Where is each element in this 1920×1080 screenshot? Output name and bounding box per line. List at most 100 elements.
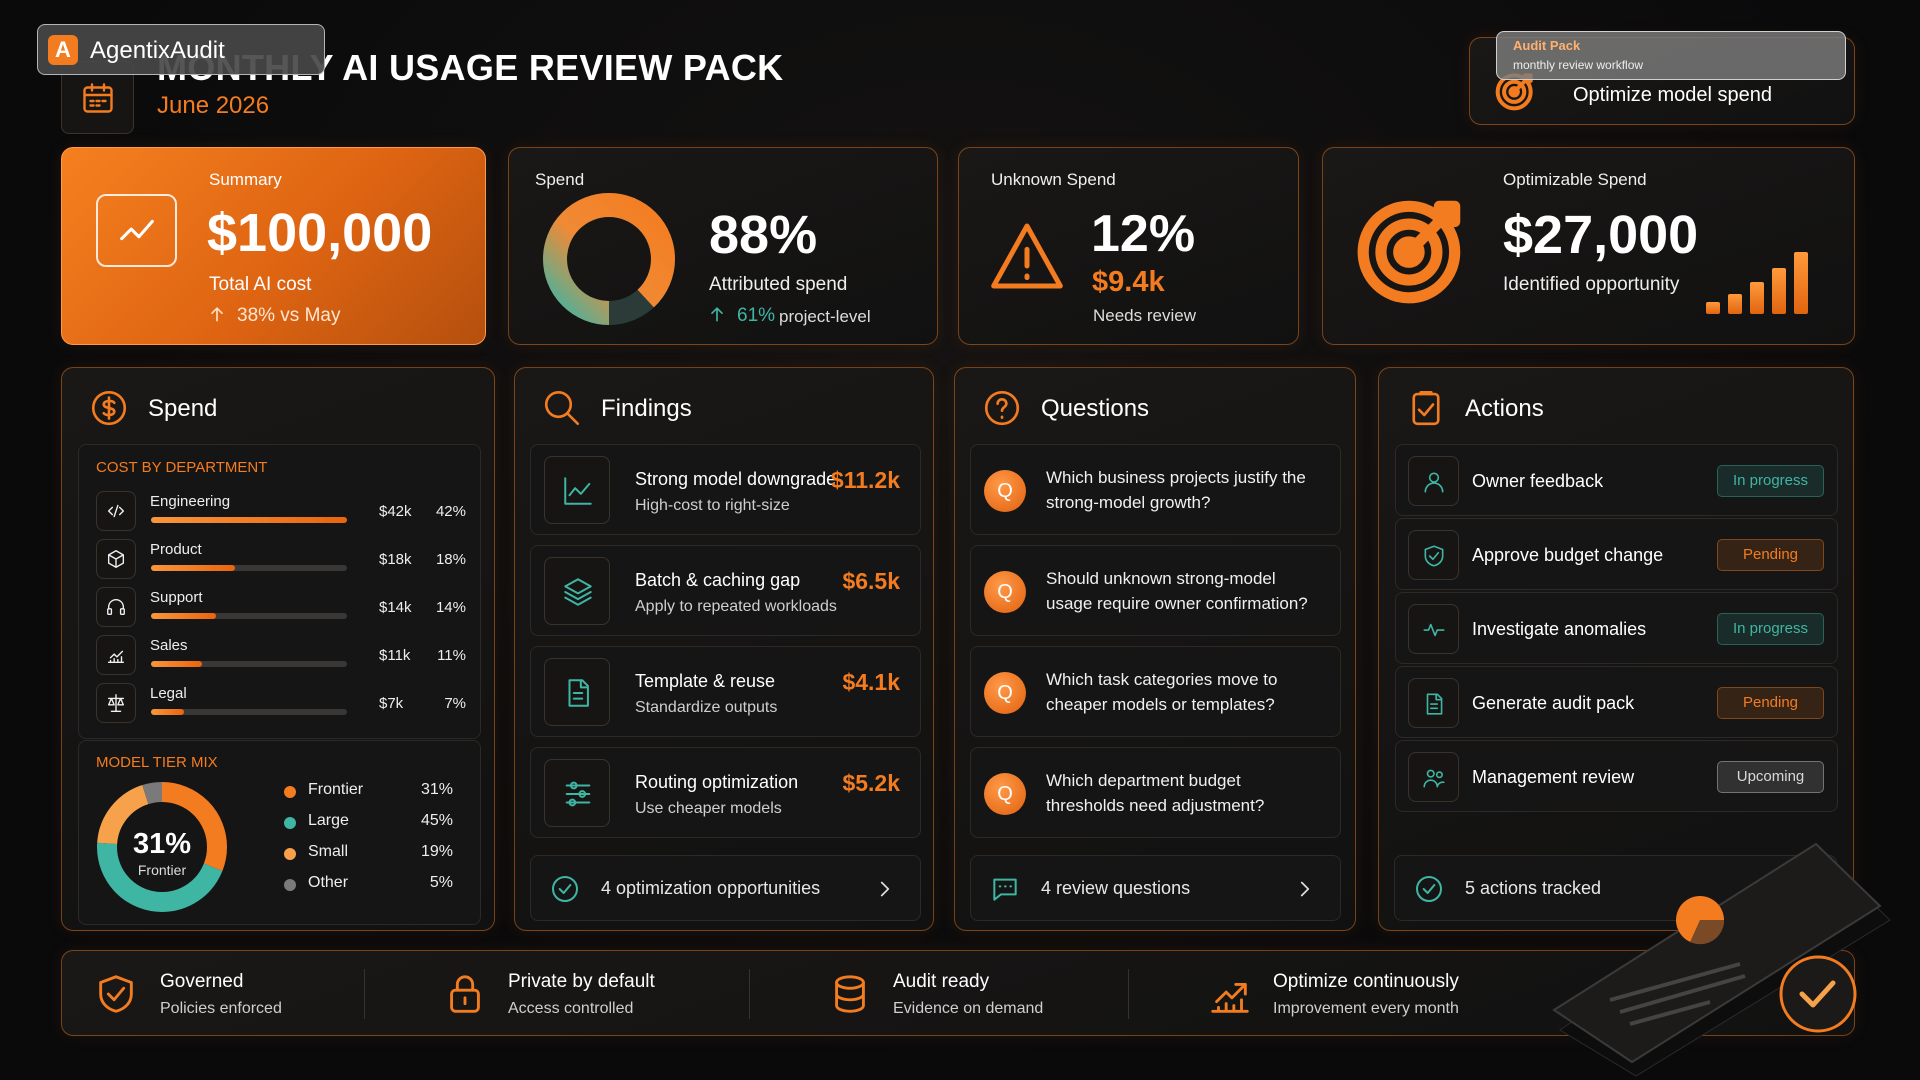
status-pill[interactable]: Pending (1717, 539, 1824, 571)
donut-center-value: 31% (132, 828, 192, 860)
action-name: Management review (1472, 767, 1635, 787)
icon-part (455, 975, 475, 1006)
brand-name: AgentixAudit (90, 37, 225, 64)
department-amount: $14k (379, 599, 412, 616)
footer-text: 5 actions tracked (1465, 878, 1602, 898)
department-amount: $11k (379, 647, 411, 664)
icon-part (99, 975, 133, 1013)
icon-part (569, 781, 578, 790)
icon-part (835, 981, 865, 1013)
icon-part (119, 608, 125, 616)
questions-panel: Questions Q Which business projects justif… (954, 367, 1356, 931)
kpi-icon (96, 194, 177, 267)
legend-share: 5% (429, 874, 453, 891)
icon-part (1435, 771, 1443, 779)
icon-part (91, 390, 127, 426)
finding-icon (544, 456, 610, 524)
panel-title: Actions (1465, 395, 1544, 422)
icon (107, 650, 125, 664)
kpi-card: Optimizable Spend $27,000 Identified oppor… (1322, 147, 1855, 345)
icon-part (1417, 390, 1435, 417)
panel-footer: 4 review questions (970, 855, 1341, 921)
department-bar (151, 661, 203, 667)
icon-part (107, 504, 125, 518)
icon-part (83, 83, 113, 107)
department-icon (96, 539, 136, 579)
icon-part (993, 878, 1017, 901)
kpi-label: Unknown Spend (991, 170, 1116, 189)
tier-box: MODEL TIER MIX Frontier 31% Large 45% Small 19… (78, 740, 481, 925)
icon (711, 307, 723, 322)
icon (1423, 623, 1445, 637)
icon-part (450, 988, 480, 1013)
decor-bar (1750, 282, 1764, 314)
icon-part (564, 578, 592, 606)
department-amount: $18k (379, 551, 412, 568)
icon (91, 390, 127, 426)
icon-part (984, 390, 1020, 426)
icon-part (1416, 876, 1442, 902)
footer-text: 4 optimization opportunities (601, 878, 821, 898)
legend-dot (284, 817, 296, 829)
question-marker: Q (984, 773, 1026, 815)
legend-name: Small (308, 843, 349, 860)
icon-part (107, 550, 125, 568)
finding-amount: $4.1k (842, 669, 900, 695)
status-pill[interactable]: Pending (1717, 687, 1824, 719)
audit-pack-title: Audit Pack (1513, 38, 1581, 53)
icon-part (558, 884, 572, 894)
panel-title: Findings (601, 395, 692, 422)
principle-title: Audit ready (893, 971, 990, 992)
donut-segment (97, 782, 227, 912)
status-pill[interactable]: Upcoming (1717, 761, 1824, 793)
icon-part (552, 876, 578, 902)
icon-part (578, 790, 587, 798)
icon (564, 578, 592, 606)
kpi-caption: Attributed spend (709, 274, 848, 295)
icon-part (565, 411, 580, 426)
icon (99, 975, 133, 1013)
icon (107, 504, 125, 518)
icon-part (1424, 482, 1444, 493)
decor-bar (1772, 268, 1786, 314)
department-name: Product (150, 541, 202, 558)
donut-segment (97, 782, 227, 912)
department-share: 7% (444, 695, 466, 712)
finding-item: Template & reuse Standardize outputs $4.1k (530, 646, 921, 737)
icon-part (102, 396, 116, 420)
legend-share: 19% (420, 843, 453, 860)
question-marker: Q (984, 571, 1026, 613)
icon (450, 975, 480, 1013)
kpi-card: Summary $100,000 Total AI cost 38% vs May (61, 147, 486, 345)
action-name: Investigate anomalies (1472, 619, 1647, 639)
kpi-amount: $9.4k (1092, 266, 1165, 298)
bar-track (151, 565, 347, 571)
brand-badge: A AgentixAudit (37, 24, 325, 75)
department-amount: $42k (379, 503, 412, 520)
kpi-caption: Needs review (1093, 306, 1196, 325)
question-text: Which business projects justify the stro… (1046, 468, 1306, 512)
department-amount: $7k (379, 695, 404, 712)
principle-detail: Evidence on demand (893, 1000, 1044, 1017)
icon-part (83, 86, 113, 113)
principle-title: Governed (160, 971, 244, 992)
department-icon (96, 683, 136, 723)
icon-part (544, 390, 573, 419)
status-pill[interactable]: In progress (1717, 465, 1824, 497)
department-icon (96, 491, 136, 531)
legend-dot (284, 848, 296, 860)
findings-panel: Findings Strong model downgrade High-cost … (514, 367, 934, 931)
decor-tablet (1552, 842, 1891, 1077)
icon-part (1426, 769, 1435, 778)
spend-panel: Spend COST BY DEPARTMENT Engineering $42k 42… (61, 367, 495, 931)
finding-title: Strong model downgrade (635, 469, 837, 489)
bar-track (151, 613, 347, 619)
icon-part (1423, 779, 1445, 788)
finding-amount: $11.2k (830, 467, 900, 493)
kpi-label: Spend (535, 170, 585, 189)
section-title: MODEL TIER MIX (96, 754, 218, 771)
status-pill[interactable]: In progress (1717, 613, 1824, 645)
icon-part (711, 307, 723, 322)
legend-dot (284, 786, 296, 798)
icon-part (107, 650, 125, 664)
